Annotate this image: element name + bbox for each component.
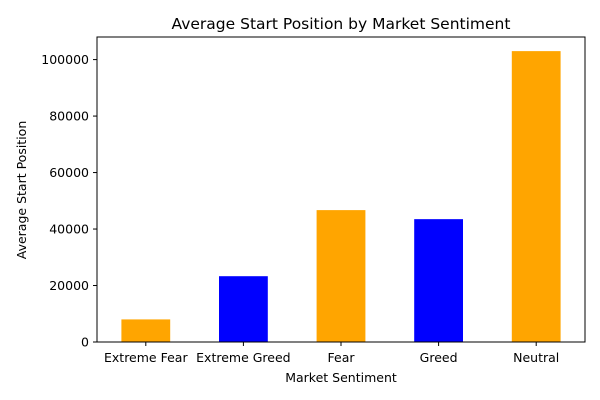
y-tick-label: 0 — [81, 335, 89, 350]
bar-extreme-greed — [219, 276, 268, 342]
bars-group — [121, 51, 561, 343]
x-tick-label: Greed — [420, 350, 458, 365]
chart-title: Average Start Position by Market Sentime… — [172, 15, 511, 33]
plot-frame — [96, 36, 586, 343]
y-tick-label: 100000 — [41, 52, 89, 67]
x-tick-label: Neutral — [513, 350, 559, 365]
y-tick-label: 20000 — [49, 278, 89, 293]
y-tick-label: 80000 — [49, 109, 89, 124]
y-axis-label: Average Start Position — [14, 121, 29, 259]
bar-extreme-fear — [121, 319, 171, 342]
bar-neutral — [511, 51, 561, 343]
x-tick-label: Fear — [328, 350, 356, 365]
bar-fear — [316, 210, 366, 342]
bar-greed — [414, 219, 463, 342]
y-tick-label: 60000 — [49, 165, 89, 180]
x-axis: Extreme Fear Extreme Greed Fear Greed Neutra… — [104, 342, 559, 365]
x-tick-label: Extreme Greed — [196, 350, 290, 365]
x-axis-label: Market Sentiment — [285, 370, 397, 385]
x-tick-label: Extreme Fear — [104, 350, 188, 365]
y-tick-label: 40000 — [49, 222, 89, 237]
y-axis: 0 20000 40000 60000 80000 100000 — [41, 52, 97, 350]
